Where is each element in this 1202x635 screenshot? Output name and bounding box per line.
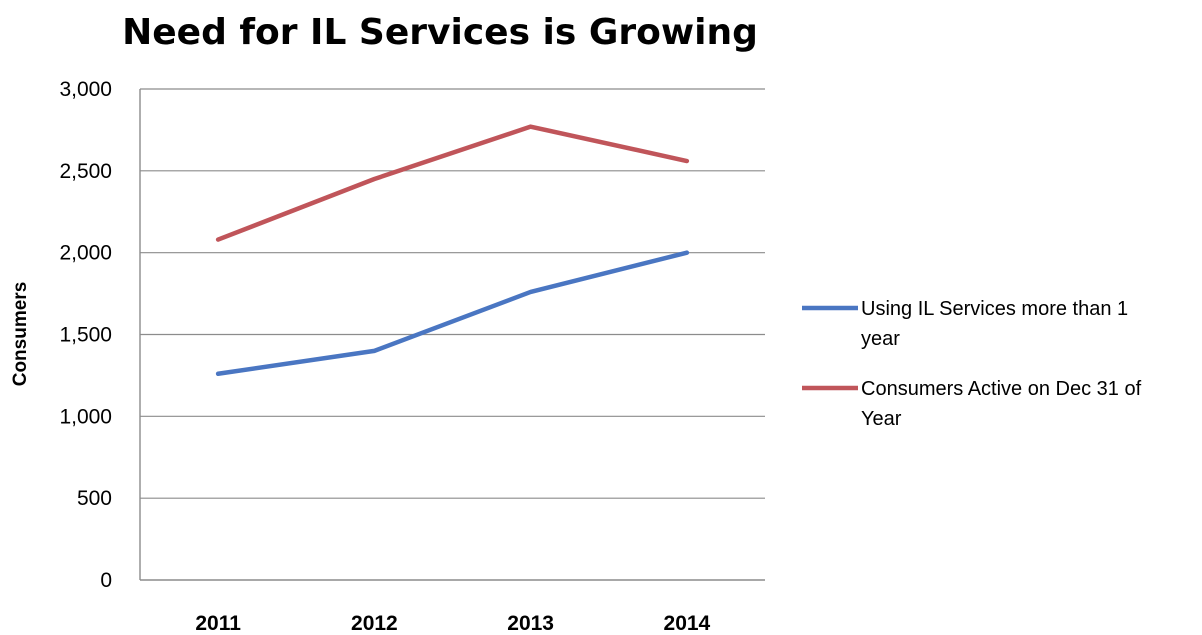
- y-tick-label: 0: [100, 569, 112, 592]
- legend-label-1: year: [861, 328, 900, 350]
- x-tick-label: 2011: [195, 612, 241, 635]
- x-tick-label: 2013: [507, 612, 554, 635]
- legend-label-2: Year: [861, 408, 902, 430]
- y-tick-label: 1,500: [59, 324, 112, 347]
- y-tick-label: 2,000: [59, 242, 112, 265]
- y-tick-label: 2,500: [59, 160, 112, 183]
- x-tick-label: 2014: [664, 612, 711, 635]
- legend-label-2: Consumers Active on Dec 31 of: [861, 378, 1142, 400]
- gridlines: [139, 88, 765, 581]
- x-axis-ticks: 2011 2012 2013 2014: [195, 612, 710, 635]
- y-tick-label: 500: [77, 487, 112, 510]
- y-axis-ticks: 0 500 1,000 1,500 2,000 2,500 3,000: [59, 78, 112, 592]
- legend: Using IL Services more than 1 year Consume…: [802, 298, 1142, 430]
- y-tick-label: 3,000: [59, 78, 112, 101]
- y-axis-label: Consumers: [10, 282, 31, 387]
- series-line-1: [215, 250, 690, 377]
- chart-title: Need for IL Services is Growing: [122, 12, 758, 53]
- legend-label-1: Using IL Services more than 1: [861, 298, 1128, 320]
- series-line-2: [215, 124, 690, 242]
- series-lines: [215, 124, 690, 377]
- y-tick-label: 1,000: [59, 405, 112, 428]
- x-tick-label: 2012: [351, 612, 398, 635]
